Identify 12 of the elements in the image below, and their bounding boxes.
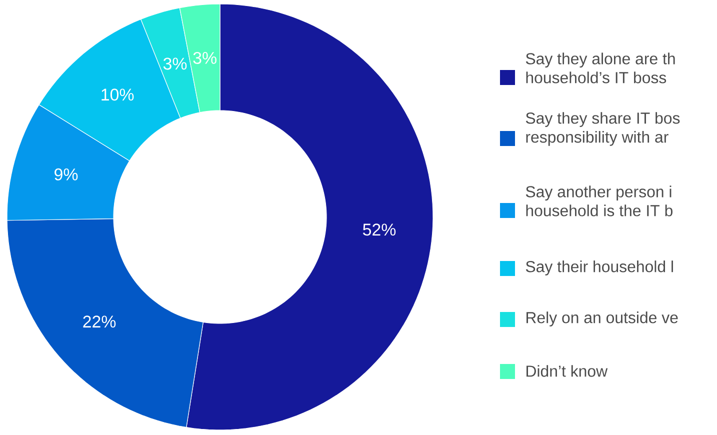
data-label: 22% [83,316,116,328]
legend-label: Say they share IT bos responsibility with ar [526,112,680,146]
legend-label: Say their household l [526,260,673,276]
data-label: 3% [193,52,216,64]
data-label: 10% [102,88,134,101]
data-label: 9% [54,168,78,180]
legend-label: Say they alone are th household’s IT boss [526,52,675,84]
legend-label: Say another person i household is the IT b [526,186,672,216]
legend-label: Didn’t know [526,365,608,377]
data-label: 3% [163,58,187,70]
legend-label: Rely on an outside ve [526,312,678,326]
data-label: 52% [362,224,396,236]
